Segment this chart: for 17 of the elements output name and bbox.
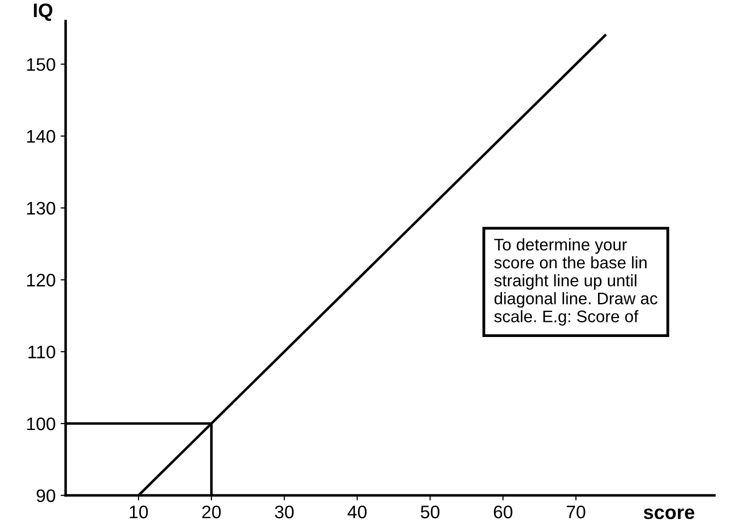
x-tick-label: 30 <box>274 506 294 518</box>
annotation: To determine your score on the base lin straight line up until diagonal line. Draw ac scale. E.g: Score of <box>494 238 658 326</box>
y-tick-label: 140 <box>27 130 56 143</box>
y-tick-label: 120 <box>27 274 56 287</box>
y-axis-title: IQ <box>34 3 52 21</box>
y-tick-label: 90 <box>36 489 56 502</box>
x-axis-title: score <box>644 508 694 520</box>
y-tick-label: 110 <box>28 346 56 358</box>
y-tick-label: 130 <box>27 202 56 215</box>
x-tick-label: 20 <box>202 506 221 518</box>
x-tick-label: 10 <box>130 506 148 518</box>
x-tick-label: 50 <box>420 506 440 518</box>
y-tick-label: 150 <box>27 58 56 71</box>
x-tick-label: 60 <box>494 506 512 518</box>
y-tick-label: 100 <box>27 417 56 430</box>
x-tick-label: 70 <box>566 506 586 518</box>
x-tick-label: 40 <box>348 506 367 518</box>
